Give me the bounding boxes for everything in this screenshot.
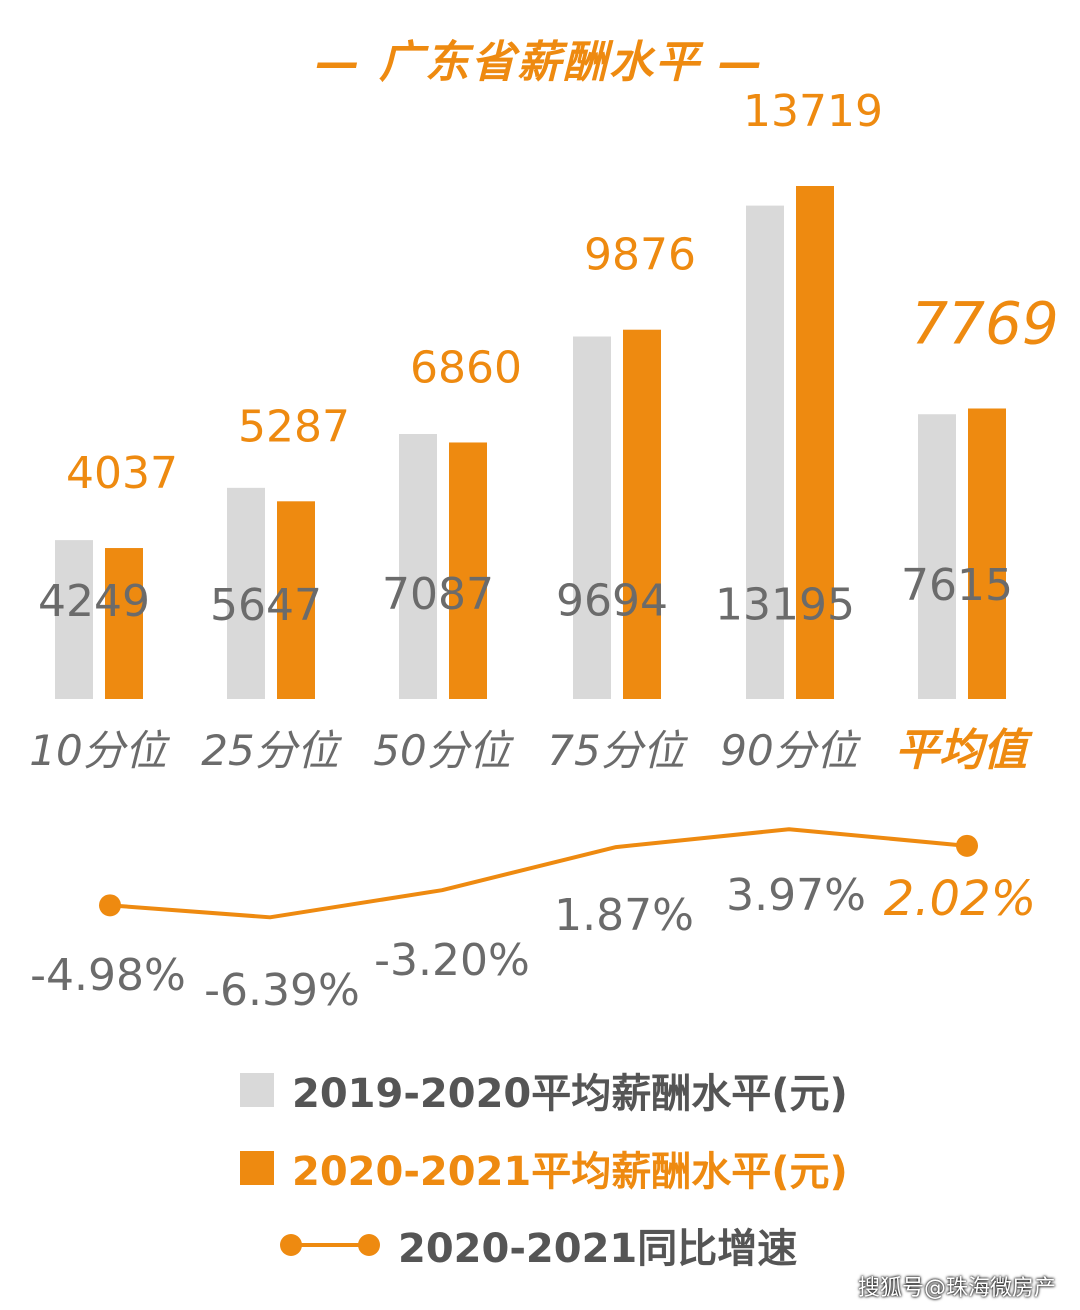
growth-label-3: 1.87% (554, 890, 694, 941)
data-label-2019-2020-0: 4249 (38, 576, 150, 627)
data-label-2020-2021-1: 5287 (238, 401, 350, 452)
bar-2020-2021-4 (796, 186, 834, 699)
data-label-2019-2020-5: 7615 (901, 560, 1013, 611)
bar-2019-2020-3 (573, 336, 611, 699)
legend-label-2019-2020: 2019-2020平均薪酬水平(元) (292, 1071, 848, 1117)
data-label-2020-2021-0: 4037 (66, 448, 178, 499)
bar-2020-2021-0 (105, 548, 143, 699)
legend-label-growth: 2020-2021同比增速 (398, 1226, 798, 1272)
data-label-2020-2021-5: 7769 (911, 289, 1059, 357)
growth-label-4: 3.97% (726, 870, 866, 921)
growth-marker-start (99, 894, 121, 917)
category-label-4: 90分位 (720, 726, 861, 775)
data-label-2020-2021-3: 9876 (584, 230, 696, 281)
bar-2019-2020-0 (55, 540, 93, 699)
growth-label-2: -3.20% (374, 935, 530, 986)
growth-marker-end (956, 834, 978, 857)
growth-label-5: 2.02% (884, 871, 1036, 927)
bar-2020-2021-1 (277, 501, 315, 699)
watermark: 搜狐号@珠海微房产 (857, 1276, 1056, 1301)
category-label-1: 25分位 (201, 726, 342, 775)
bar-2020-2021-2 (449, 442, 487, 699)
salary-chart: 4249 4037 10分位 5647 5287 25分位 7087 6860 50分位 9694… (29, 86, 1059, 1016)
legend-swatch-orange (240, 1151, 274, 1185)
category-label-0: 10分位 (29, 726, 170, 775)
data-label-2019-2020-3: 9694 (556, 576, 668, 627)
legend-item-growth: 2020-2021同比增速 (280, 1215, 797, 1275)
bar-2019-2020-5 (918, 414, 956, 699)
data-label-2020-2021-2: 6860 (410, 342, 522, 393)
legend-label-2020-2021: 2020-2021平均薪酬水平(元) (292, 1149, 848, 1195)
category-label-2: 50分位 (373, 726, 514, 775)
growth-label-1: -6.39% (204, 965, 360, 1016)
legend-swatch-gray (240, 1073, 274, 1107)
legend-item-2020-2021: 2020-2021平均薪酬水平(元) (240, 1138, 848, 1198)
data-label-2019-2020-2: 7087 (382, 569, 494, 620)
bar-2020-2021-3 (623, 329, 661, 699)
legend-item-2019-2020: 2019-2020平均薪酬水平(元) (240, 1060, 848, 1120)
category-label-5: 平均值 (895, 725, 1033, 776)
growth-line (109, 827, 968, 920)
bar-2020-2021-5 (968, 408, 1006, 699)
bar-2019-2020-1 (227, 487, 265, 699)
growth-label-0: -4.98% (30, 950, 186, 1001)
data-label-2019-2020-1: 5647 (210, 580, 322, 631)
legend-line-marker (280, 1228, 380, 1262)
chart-title: — 广东省薪酬水平 — (315, 37, 765, 88)
bar-2019-2020-4 (746, 205, 784, 699)
data-label-2020-2021-4: 13719 (743, 86, 883, 137)
data-label-2019-2020-4: 13195 (715, 580, 855, 631)
category-label-3: 75分位 (547, 726, 688, 775)
bar-2019-2020-2 (399, 433, 437, 699)
